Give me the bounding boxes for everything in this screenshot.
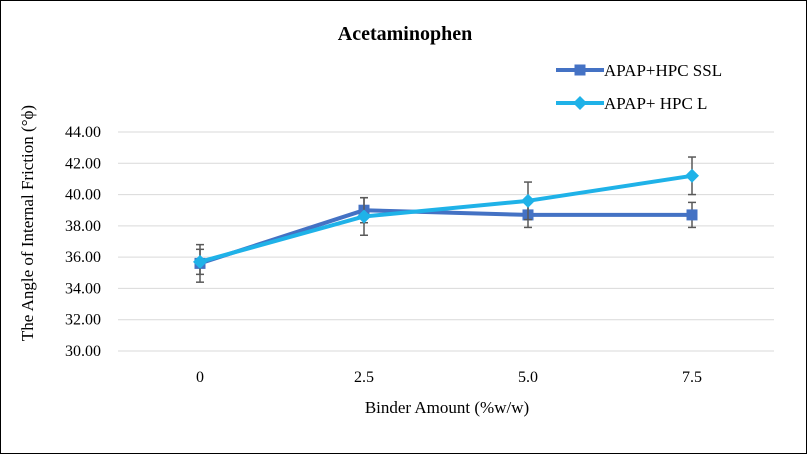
x-tick-label: 7.5 bbox=[682, 369, 702, 386]
legend-item: APAP+ HPC L bbox=[556, 94, 707, 113]
x-axis-ticks: 0 2.5 5.0 7.5 bbox=[196, 369, 702, 386]
x-tick-label: 2.5 bbox=[354, 369, 374, 386]
y-axis-ticks: 30.00 32.00 34.00 36.00 38.00 40.00 42.00 44.00 bbox=[65, 124, 101, 360]
y-axis-label: The Angle of Internal Friction (°ϕ) bbox=[18, 105, 37, 341]
y-tick-label: 44.00 bbox=[65, 124, 101, 141]
legend-marker bbox=[573, 96, 587, 110]
legend-label: APAP+HPC SSL bbox=[604, 61, 722, 80]
series-layer bbox=[193, 156, 699, 283]
legend-marker bbox=[574, 64, 586, 76]
y-tick-label: 40.00 bbox=[65, 187, 101, 204]
series-line bbox=[199, 173, 693, 264]
y-tick-label: 32.00 bbox=[65, 312, 101, 329]
chart-title: Acetaminophen bbox=[338, 23, 472, 45]
legend-label: APAP+ HPC L bbox=[604, 94, 707, 113]
series-line bbox=[199, 208, 692, 266]
data-point bbox=[686, 209, 698, 221]
data-point bbox=[521, 193, 535, 208]
y-tick-label: 30.00 bbox=[65, 343, 101, 360]
y-tick-label: 34.00 bbox=[65, 280, 101, 297]
y-tick-label: 42.00 bbox=[65, 155, 101, 172]
y-tick-label: 36.00 bbox=[65, 249, 101, 266]
data-point bbox=[193, 254, 207, 269]
y-tick-label: 38.00 bbox=[65, 218, 101, 235]
x-tick-label: 5.0 bbox=[518, 369, 538, 386]
series-group bbox=[193, 156, 699, 276]
data-point bbox=[357, 209, 371, 224]
legend-item: APAP+HPC SSL bbox=[556, 61, 722, 80]
legend: APAP+HPC SSL APAP+ HPC L bbox=[556, 61, 722, 113]
x-axis-label: Binder Amount (%w/w) bbox=[365, 398, 529, 417]
gridlines bbox=[118, 131, 774, 352]
x-tick-label: 0 bbox=[196, 369, 204, 386]
data-point bbox=[685, 168, 699, 183]
